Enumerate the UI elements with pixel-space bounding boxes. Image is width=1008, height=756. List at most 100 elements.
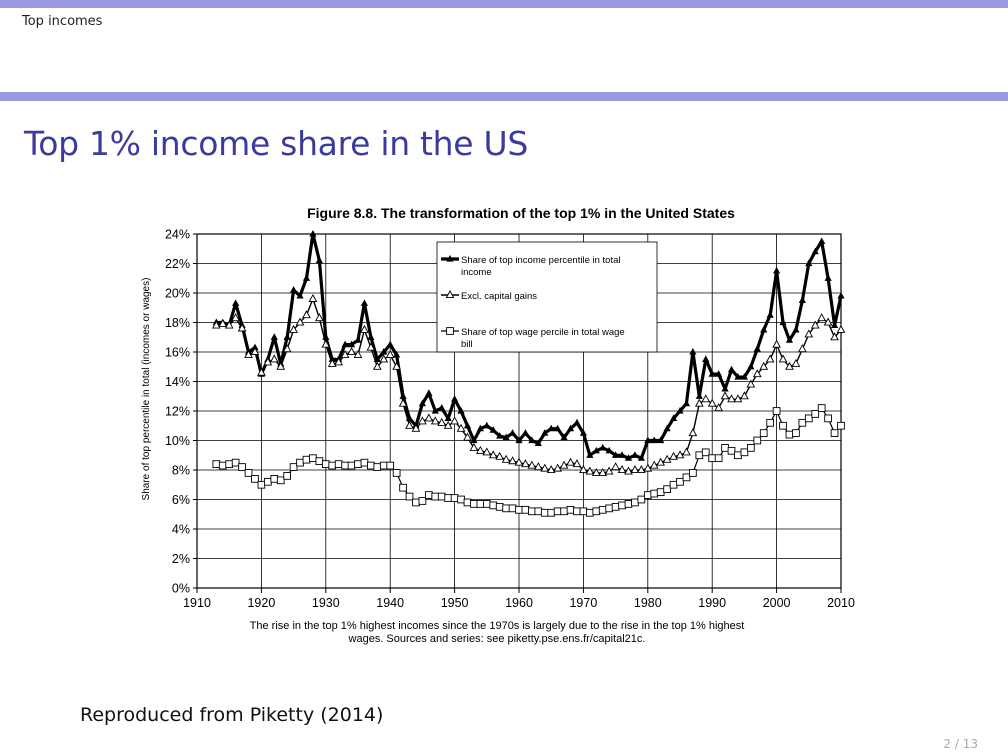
data-point-series-2	[334, 357, 344, 366]
data-point-series-2	[746, 379, 756, 388]
legend-marker	[446, 327, 454, 335]
data-point-series-2	[405, 420, 414, 429]
data-point-series-1	[773, 266, 781, 274]
data-point-series-3	[631, 498, 639, 507]
data-point-series-1	[502, 433, 510, 441]
data-point-series-3	[759, 429, 768, 437]
data-point-series-3	[734, 451, 742, 460]
data-point-series-2	[340, 350, 350, 358]
data-point-series-3	[321, 460, 330, 468]
data-point-series-2	[211, 320, 221, 329]
data-point-series-1	[418, 399, 426, 407]
data-point-series-1	[830, 321, 839, 329]
data-point-series-2	[675, 450, 685, 459]
data-point-series-3	[792, 429, 800, 437]
data-point-series-3	[328, 461, 337, 470]
data-point-series-2	[456, 423, 466, 432]
data-point-series-3	[302, 455, 311, 464]
data-point-series-1	[515, 436, 523, 444]
data-point-series-1	[534, 439, 542, 447]
data-point-series-3	[296, 458, 304, 467]
chart-note: The rise in the top 1% highest incomes s…	[250, 620, 745, 632]
data-point-series-2	[231, 313, 240, 322]
data-point-series-3	[682, 473, 691, 482]
data-point-series-3	[495, 503, 504, 511]
y-tick-label: 8%	[172, 464, 190, 478]
data-point-series-3	[656, 488, 665, 496]
data-point-series-2	[798, 344, 807, 353]
data-point-series-3	[238, 463, 246, 471]
page-number: 2 / 13	[943, 737, 978, 751]
legend-label: Share of top wage percile in total wage	[461, 327, 625, 338]
data-point-series-1	[425, 389, 433, 396]
data-point-series-2	[546, 465, 556, 474]
data-point-series-3	[508, 504, 517, 513]
data-point-series-2	[269, 354, 279, 363]
data-point-series-1	[296, 291, 304, 299]
data-point-series-3	[424, 491, 433, 499]
data-point-series-1	[779, 318, 787, 326]
header-bar	[0, 0, 1008, 8]
data-point-series-1	[785, 336, 794, 343]
data-point-series-1	[644, 436, 652, 444]
legend-marker	[445, 290, 455, 299]
data-point-series-1	[354, 336, 362, 343]
data-point-series-3	[785, 430, 794, 439]
data-point-series-2	[469, 442, 479, 451]
data-point-series-1	[663, 424, 671, 432]
data-point-series-1	[695, 392, 703, 399]
data-point-series-3	[444, 494, 453, 502]
data-point-series-2	[237, 323, 247, 332]
data-point-series-2	[418, 416, 427, 425]
data-point-series-2	[443, 420, 453, 429]
data-point-series-3	[585, 508, 594, 517]
data-point-series-1	[360, 299, 369, 306]
data-point-series-2	[688, 428, 698, 437]
x-tick-label: 1990	[698, 596, 726, 610]
data-point-series-1	[631, 451, 639, 458]
data-point-series-3	[676, 477, 684, 486]
data-point-series-2	[694, 398, 704, 407]
data-point-series-2	[585, 466, 595, 475]
chart-note: wages. Sources and series: see piketty.p…	[348, 633, 646, 645]
data-point-series-2	[540, 463, 550, 472]
data-point-series-2	[450, 416, 459, 425]
data-point-series-3	[779, 421, 787, 430]
data-point-series-2	[649, 460, 659, 469]
data-point-series-3	[689, 469, 697, 477]
data-point-series-2	[579, 465, 588, 474]
data-point-series-2	[630, 465, 640, 474]
data-point-series-1	[309, 230, 317, 237]
data-point-series-2	[624, 466, 633, 475]
y-axis-label: Share of top percentile in total (income…	[141, 278, 152, 501]
data-point-series-3	[605, 504, 614, 513]
data-point-series-1	[837, 291, 845, 299]
data-point-series-3	[289, 463, 298, 471]
data-point-series-2	[752, 369, 762, 378]
x-tick-label: 1920	[247, 596, 275, 610]
data-point-series-2	[424, 413, 434, 422]
data-point-series-1	[573, 418, 581, 426]
data-point-series-1	[251, 343, 259, 351]
data-point-series-3	[251, 475, 259, 483]
data-point-series-3	[618, 501, 626, 510]
y-tick-label: 24%	[165, 228, 190, 242]
legend-marker	[446, 255, 454, 262]
data-point-series-2	[508, 456, 517, 465]
data-point-series-2	[791, 358, 801, 367]
data-point-series-2	[817, 313, 827, 322]
y-tick-label: 16%	[165, 346, 190, 360]
data-point-series-1	[290, 286, 298, 293]
data-point-series-3	[528, 507, 536, 516]
data-point-series-1	[270, 333, 278, 340]
data-point-series-2	[372, 361, 382, 370]
data-point-series-1	[457, 407, 465, 414]
data-point-series-3	[276, 476, 285, 485]
data-point-series-2	[360, 324, 369, 333]
data-point-series-1	[541, 429, 549, 436]
data-point-series-3	[263, 477, 272, 486]
data-point-series-2	[727, 394, 736, 403]
data-point-series-3	[701, 448, 710, 457]
data-point-series-2	[250, 347, 260, 356]
data-point-series-3	[386, 461, 395, 470]
